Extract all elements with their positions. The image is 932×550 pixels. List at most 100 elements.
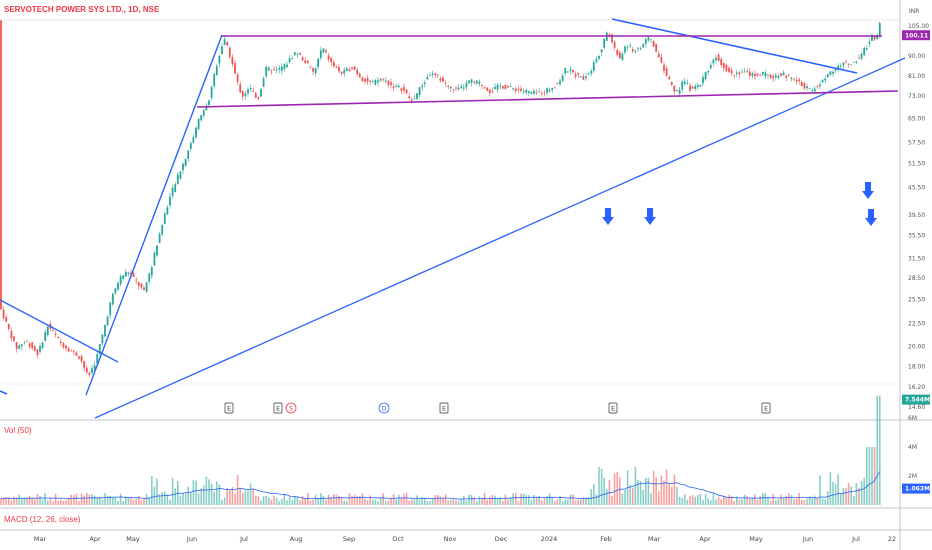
candle-body <box>873 36 876 40</box>
candle-body <box>743 71 746 73</box>
volume-bar <box>270 499 273 505</box>
volume-bar <box>13 496 15 505</box>
time-axis[interactable]: Mar Apr May Jun Jul Aug Sep Oct Nov Dec 2024 Feb Mar… <box>34 535 896 543</box>
candle-body <box>806 86 808 89</box>
volume-bar <box>751 497 754 505</box>
volume-bar <box>231 486 234 505</box>
candle-body <box>210 86 213 98</box>
candle-body <box>795 80 798 82</box>
candle-body <box>366 78 369 82</box>
volume-bar <box>637 479 639 505</box>
candle-body <box>535 92 538 94</box>
volume-bar <box>60 500 62 505</box>
candle-body <box>514 88 517 92</box>
volume-bar <box>330 496 332 505</box>
volume-bar <box>127 497 130 505</box>
candle-body <box>660 56 663 63</box>
volume-bar <box>525 494 527 505</box>
volume-bar <box>673 474 676 505</box>
trendline-apr-may-dn[interactable] <box>0 299 119 363</box>
volume-bar <box>439 496 442 505</box>
candle-body <box>187 150 190 159</box>
volume-bar <box>101 499 104 505</box>
candle-body <box>351 67 353 69</box>
time-tick-label: Jul <box>239 535 248 543</box>
candle-body <box>265 66 268 77</box>
candle-body <box>800 82 803 87</box>
volume-bar <box>335 494 338 505</box>
volume-bar <box>257 496 260 505</box>
time-tick-label: 22 <box>888 535 896 543</box>
volume-bar <box>182 493 184 505</box>
trend-drawings[interactable] <box>0 18 906 419</box>
volume-bar <box>151 476 153 505</box>
volume-bar <box>104 493 106 505</box>
volume-bar <box>704 494 707 505</box>
volume-bar <box>408 500 410 505</box>
candle-body <box>70 350 73 352</box>
candle-body <box>592 62 595 71</box>
earnings-marker <box>273 402 283 414</box>
candle-body <box>262 78 265 87</box>
trendline-rally[interactable] <box>85 34 223 396</box>
candle-body <box>530 91 533 94</box>
volume-bar <box>122 501 124 505</box>
candle-body <box>683 81 686 84</box>
volume-bar <box>717 496 720 505</box>
candle-body <box>449 86 452 89</box>
candle-body <box>741 71 743 73</box>
candle-body <box>728 67 730 72</box>
candle-body <box>348 69 351 71</box>
candle-body <box>322 48 325 53</box>
candle-body <box>332 61 335 67</box>
candle-body <box>720 58 723 66</box>
trendline-stub[interactable] <box>0 390 8 395</box>
time-tick-label: Jun <box>802 535 813 543</box>
volume-bar <box>780 494 782 505</box>
volume-bar <box>174 488 176 505</box>
volume-bar <box>567 499 569 505</box>
candle-body <box>306 60 309 64</box>
candle-body <box>325 50 327 53</box>
volume-bar <box>574 500 577 505</box>
volume-bar <box>0 497 2 505</box>
channel-bottom[interactable] <box>196 90 899 108</box>
volume-bar <box>632 488 634 505</box>
trendline-feb-jul[interactable] <box>611 18 858 74</box>
last-volume-label: 7.544M <box>905 397 930 404</box>
candle-body <box>254 93 257 98</box>
volume-bar <box>504 494 507 505</box>
volume-bar <box>580 499 582 505</box>
candle-body <box>429 74 431 76</box>
candle-body <box>223 39 226 45</box>
candle-body <box>20 344 23 347</box>
volume-bar <box>143 498 145 505</box>
volume-bar <box>785 495 787 505</box>
candle-body <box>587 73 590 75</box>
volume-bar <box>377 501 379 505</box>
volume-bar <box>190 492 192 505</box>
trendline-long-support[interactable] <box>94 57 906 419</box>
price-axis[interactable]: 105.00 90.00 81.00 73.00 65.00 57.50 51.50 45.5… <box>902 8 930 411</box>
candle-body <box>114 288 117 294</box>
volume-bar <box>356 496 358 505</box>
volume-bar <box>598 467 600 505</box>
volume-bar <box>814 495 816 505</box>
volume-bar <box>44 493 46 505</box>
candle-body <box>574 74 577 77</box>
volume-bar <box>481 498 483 505</box>
price-tick-label: 22.50 <box>908 321 925 328</box>
volume-bar <box>148 498 150 505</box>
candle-body <box>369 80 372 82</box>
candle-body <box>462 87 465 89</box>
volume-bar <box>775 500 777 505</box>
down-arrow-icon <box>644 208 656 225</box>
candle-body <box>137 282 140 286</box>
candle-body <box>465 82 468 88</box>
candle-body <box>312 68 314 72</box>
volume-bar <box>819 475 821 505</box>
candle-body <box>865 47 868 50</box>
candle-body <box>13 336 15 341</box>
